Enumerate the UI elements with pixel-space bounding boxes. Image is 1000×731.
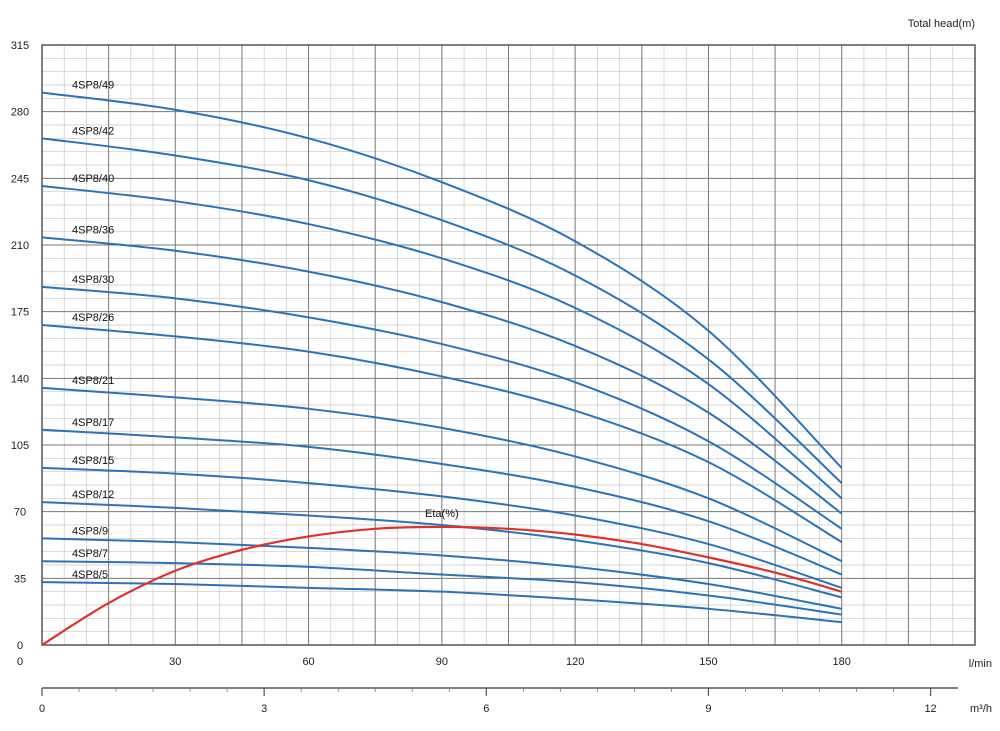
series-label-4sp8-9: 4SP8/9 [72,525,108,537]
series-label-4sp8-21: 4SP8/21 [72,375,114,387]
curve-4sp8-42 [41,137,843,484]
grid [41,44,976,646]
series-label-4sp8-5: 4SP8/5 [72,569,108,581]
plot-frame [41,44,976,646]
secondary-x-tick-label: 6 [483,703,489,715]
y-tick-label: 105 [11,440,29,452]
curve-4sp8-30 [41,285,843,530]
secondary-x-tick-label: 9 [705,703,711,715]
secondary-x-tick-label: 12 [924,703,936,715]
x-tick-label: 60 [302,656,314,668]
y-tick-label: 280 [11,107,29,119]
series-label-4sp8-12: 4SP8/12 [72,489,114,501]
curve-4sp8-21 [41,386,843,563]
y-tick-label: 210 [11,240,29,252]
curve-4sp8-26 [41,324,843,544]
x-tick-label: 150 [699,656,717,668]
x-axis-title: l/min [969,658,992,670]
x-tick-label: 0 [17,656,23,668]
x-tick-label: 180 [833,656,851,668]
series-curves [41,91,843,646]
secondary-x-axis-title: m³/h [970,703,992,715]
y-tick-label: 0 [17,640,23,652]
y-tick-label: 35 [14,573,26,585]
curve-4sp8-17 [41,428,843,576]
series-label-4sp8-15: 4SP8/15 [72,455,114,467]
series-label-4sp8-7: 4SP8/7 [72,548,108,560]
curve-4sp8-7 [41,560,842,616]
y-axis-title: Total head(m) [908,18,975,30]
series-label-4sp8-36: 4SP8/36 [72,224,114,236]
y-tick-label: 70 [14,507,26,519]
series-label-4sp8-26: 4SP8/26 [72,312,114,324]
y-tick-label: 175 [11,307,29,319]
y-tick-label: 315 [11,40,29,52]
y-tick-label: 140 [11,373,29,385]
curve-4sp8-36 [41,236,843,515]
secondary-x-tick-label: 3 [261,703,267,715]
curve-4sp8-12 [41,501,842,599]
curve-4sp8-40 [41,184,843,500]
curve-eta [41,525,843,646]
series-labels: 4SP8/49 4SP8/42 4SP8/40 4SP8/36 4SP8/30 4SP8/… [72,80,459,582]
curve-4sp8-9 [41,537,842,610]
series-label-4sp8-30: 4SP8/30 [72,274,114,286]
curve-4sp8-15 [41,466,843,589]
series-label-4sp8-17: 4SP8/17 [72,417,114,429]
series-label-eta: Eta(%) [425,508,459,520]
series-label-4sp8-42: 4SP8/42 [72,125,114,137]
y-tick-label: 245 [11,173,29,185]
series-label-4sp8-40: 4SP8/40 [72,173,114,185]
x-tick-label: 30 [169,656,181,668]
secondary-x-tick-label: 0 [39,703,45,715]
x-tick-label: 120 [566,656,584,668]
x-tick-label: 90 [436,656,448,668]
curve-4sp8-49 [41,91,843,469]
series-label-4sp8-49: 4SP8/49 [72,80,114,92]
curve-4sp8-5 [41,581,842,624]
